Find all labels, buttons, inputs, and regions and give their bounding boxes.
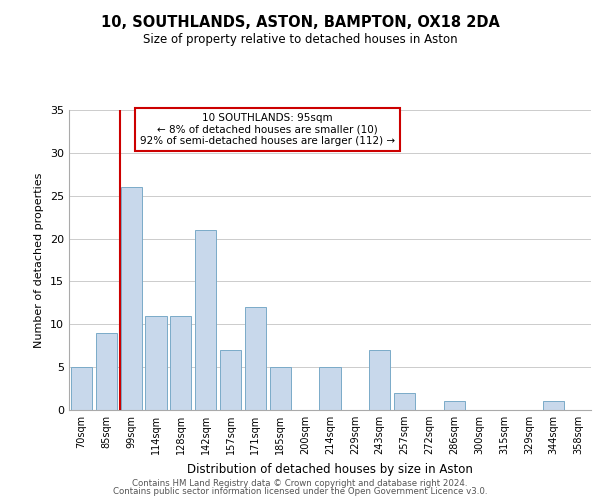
Text: 10 SOUTHLANDS: 95sqm
← 8% of detached houses are smaller (10)
92% of semi-detach: 10 SOUTHLANDS: 95sqm ← 8% of detached ho… xyxy=(140,113,395,146)
Text: Contains public sector information licensed under the Open Government Licence v3: Contains public sector information licen… xyxy=(113,488,487,496)
Bar xyxy=(245,307,266,410)
Bar xyxy=(369,350,390,410)
Bar xyxy=(270,367,291,410)
Bar xyxy=(170,316,191,410)
Bar xyxy=(220,350,241,410)
Bar xyxy=(71,367,92,410)
Y-axis label: Number of detached properties: Number of detached properties xyxy=(34,172,44,348)
Text: Size of property relative to detached houses in Aston: Size of property relative to detached ho… xyxy=(143,32,457,46)
Bar xyxy=(543,402,564,410)
Text: Contains HM Land Registry data © Crown copyright and database right 2024.: Contains HM Land Registry data © Crown c… xyxy=(132,478,468,488)
Bar xyxy=(394,393,415,410)
Text: 10, SOUTHLANDS, ASTON, BAMPTON, OX18 2DA: 10, SOUTHLANDS, ASTON, BAMPTON, OX18 2DA xyxy=(101,15,499,30)
X-axis label: Distribution of detached houses by size in Aston: Distribution of detached houses by size … xyxy=(187,462,473,475)
Bar xyxy=(121,187,142,410)
Bar xyxy=(96,333,117,410)
Bar xyxy=(145,316,167,410)
Bar xyxy=(195,230,216,410)
Bar xyxy=(444,402,465,410)
Bar xyxy=(319,367,341,410)
